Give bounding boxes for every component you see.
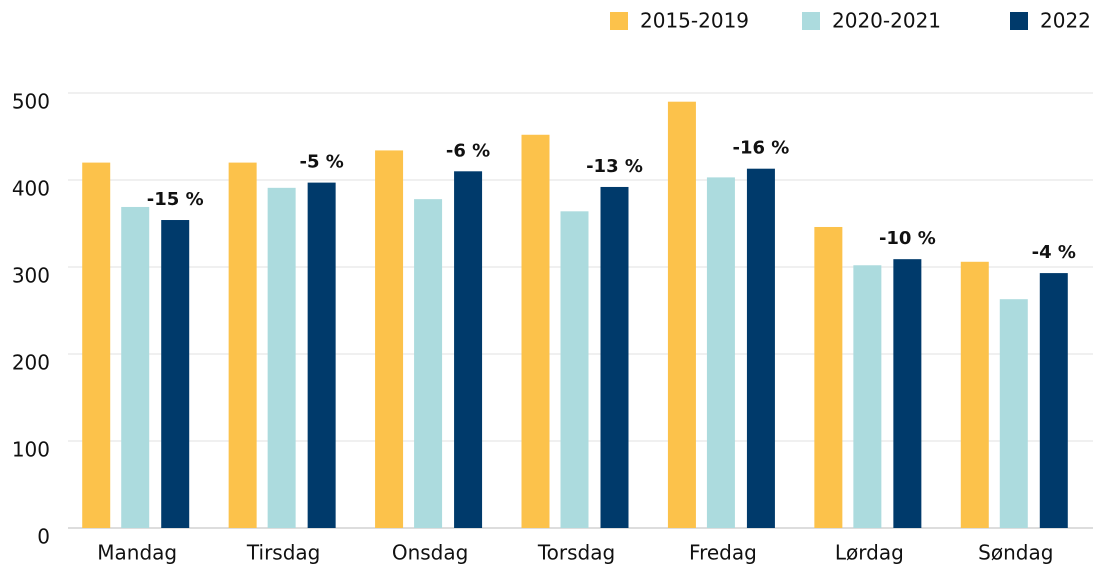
bar xyxy=(267,187,296,528)
legend-label: 2015-2019 xyxy=(640,9,749,33)
data-label: -13 % xyxy=(586,156,643,177)
bar xyxy=(82,162,111,528)
bar xyxy=(667,101,696,528)
data-label: -4 % xyxy=(1032,242,1076,263)
bar xyxy=(600,186,629,528)
legend-label: 2020-2021 xyxy=(832,9,941,33)
bar xyxy=(307,182,336,529)
legend-swatch xyxy=(802,12,820,30)
y-tick-label: 500 xyxy=(12,90,50,114)
data-label: -15 % xyxy=(147,189,204,210)
bar xyxy=(853,265,882,528)
bar xyxy=(999,299,1028,528)
bar xyxy=(706,177,735,528)
bar xyxy=(560,211,589,528)
legend-swatch xyxy=(1010,12,1028,30)
bar xyxy=(746,168,775,528)
y-tick-label: 400 xyxy=(12,177,50,201)
x-tick-label: Søndag xyxy=(978,541,1053,565)
x-tick-label: Mandag xyxy=(97,541,177,565)
data-label: -5 % xyxy=(299,152,343,173)
bar xyxy=(1039,273,1068,528)
x-tick-label: Lørdag xyxy=(835,541,904,565)
x-tick-label: Fredag xyxy=(689,541,757,565)
bar xyxy=(893,259,922,528)
bar xyxy=(375,150,404,529)
bar xyxy=(814,226,843,529)
legend-label: 2022 xyxy=(1040,9,1091,33)
bar xyxy=(414,199,443,528)
y-tick-label: 200 xyxy=(12,351,50,375)
legend-swatch xyxy=(610,12,628,30)
bar xyxy=(960,261,989,528)
bar xyxy=(228,162,257,528)
y-tick-label: 100 xyxy=(12,438,50,462)
data-label: -6 % xyxy=(446,140,490,161)
y-tick-label: 300 xyxy=(12,264,50,288)
x-tick-label: Onsdag xyxy=(392,541,468,565)
x-tick-label: Torsdag xyxy=(537,541,615,565)
bar xyxy=(161,220,190,528)
data-label: -16 % xyxy=(733,138,790,159)
bar xyxy=(121,206,150,528)
data-label: -10 % xyxy=(879,228,936,249)
y-tick-label: 0 xyxy=(37,525,50,549)
x-tick-label: Tirsdag xyxy=(246,541,320,565)
bar xyxy=(521,134,550,528)
bar xyxy=(454,171,483,529)
